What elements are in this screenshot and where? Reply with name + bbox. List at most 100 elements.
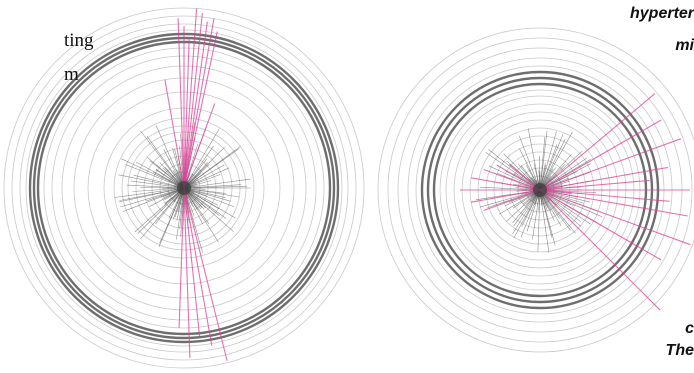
- highlight-link: [496, 164, 541, 191]
- spoke: [183, 187, 235, 207]
- spoke: [155, 125, 185, 189]
- spoke: [498, 189, 541, 215]
- ring-21: [3, 7, 365, 369]
- spoke: [163, 149, 185, 189]
- highlight-link: [178, 187, 185, 328]
- spoke: [183, 187, 231, 202]
- spoke: [183, 178, 251, 189]
- spoke: [134, 187, 185, 233]
- highlight-link: [539, 179, 650, 191]
- highlight-link: [471, 189, 541, 203]
- spoke: [159, 187, 185, 244]
- spoke: [147, 157, 185, 189]
- right-text-fragment-4: The: [665, 342, 694, 359]
- spoke: [176, 187, 185, 240]
- highlight-link: [183, 12, 203, 189]
- highlight-link: [539, 189, 661, 311]
- spoke: [125, 164, 185, 189]
- spoke: [133, 174, 185, 189]
- spoke: [485, 152, 541, 191]
- spoke: [539, 189, 571, 231]
- highlight-link: [183, 187, 213, 346]
- spoke: [130, 180, 185, 189]
- highlight-link: [183, 187, 201, 338]
- hub-node: [533, 183, 547, 197]
- spoke: [183, 128, 220, 189]
- spoke: [512, 189, 541, 224]
- spoke: [146, 135, 185, 189]
- left-radial-diagram: [3, 7, 365, 369]
- spoke: [140, 187, 185, 240]
- spoke: [183, 187, 227, 219]
- spoke: [539, 134, 564, 191]
- highlight-link: [539, 119, 662, 191]
- spoke: [512, 189, 541, 235]
- highlight-link: [483, 189, 541, 212]
- highlight-link: [483, 168, 541, 191]
- highlight-link: [539, 189, 662, 261]
- highlight-link: [183, 38, 190, 189]
- spoke: [122, 187, 185, 212]
- right-text-fragment-1: hyperter: [630, 5, 694, 22]
- spoke: [183, 146, 214, 189]
- spoke: [539, 189, 602, 217]
- highlight-link: [539, 93, 656, 191]
- spoke: [539, 131, 557, 191]
- spoke: [539, 157, 587, 191]
- highlight-link: [183, 187, 228, 361]
- right-text-fragment-3: c: [685, 320, 694, 337]
- spoke: [539, 130, 548, 191]
- spoke: [539, 189, 553, 238]
- highlight-link: [183, 31, 218, 189]
- spoke: [539, 189, 582, 223]
- spoke: [518, 135, 541, 191]
- highlight-link: [183, 187, 191, 358]
- ring-20: [11, 15, 357, 361]
- highlight-link: [177, 18, 185, 189]
- highlight-link: [539, 189, 691, 246]
- spoke: [126, 184, 185, 189]
- spoke: [539, 154, 572, 191]
- spoke: [120, 187, 185, 208]
- highlight-link: [183, 8, 198, 189]
- highlight-link: [539, 189, 670, 202]
- spoke: [183, 187, 220, 216]
- spoke: [539, 189, 576, 234]
- spoke: [135, 161, 185, 189]
- spoke: [183, 186, 247, 189]
- ring-19: [19, 23, 349, 353]
- spoke: [519, 148, 541, 191]
- spoke: [513, 189, 541, 227]
- spoke: [183, 187, 240, 198]
- highlight-link: [183, 21, 208, 189]
- right-radial-diagram: [377, 27, 694, 353]
- right-text-fragment-2: mi: [675, 37, 694, 54]
- highlight-link: [471, 177, 541, 191]
- spoke: [526, 189, 541, 232]
- spoke: [114, 187, 185, 198]
- spoke: [121, 158, 185, 189]
- ring-19: [387, 37, 693, 343]
- highlight-link: [183, 103, 216, 189]
- spoke: [479, 189, 541, 208]
- left-text-fragment-2: m: [64, 64, 79, 85]
- spoke: [520, 189, 541, 238]
- highlight-link: [539, 138, 682, 191]
- spoke: [183, 187, 226, 199]
- spoke: [539, 138, 566, 191]
- hub-node: [177, 181, 191, 195]
- spoke: [527, 128, 541, 191]
- spoke: [137, 187, 185, 234]
- spoke: [506, 189, 541, 222]
- highlight-link: [164, 79, 185, 189]
- highlight-link: [539, 189, 688, 217]
- spoke: [539, 189, 591, 225]
- spoke: [183, 164, 225, 189]
- spoke: [140, 130, 185, 189]
- spoke: [503, 153, 541, 191]
- spoke: [119, 187, 185, 201]
- spoke: [183, 148, 239, 189]
- spoke: [539, 132, 573, 191]
- spoke: [513, 189, 541, 239]
